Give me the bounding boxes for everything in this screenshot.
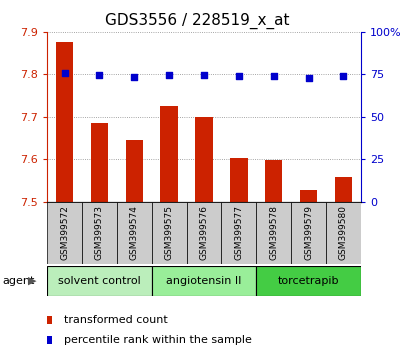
Bar (229, 158, 247, 202)
Text: GSM399577: GSM399577 (234, 205, 243, 260)
Text: GSM399579: GSM399579 (303, 205, 312, 260)
Bar (47, 316, 52, 324)
Text: solvent control: solvent control (58, 275, 140, 286)
Point (61, 71, 68, 76)
Bar (82, 202, 117, 264)
Text: GSM399576: GSM399576 (199, 205, 208, 260)
Bar (325, 202, 360, 264)
Bar (256, 202, 290, 264)
Point (166, 72, 172, 78)
Text: GSM399580: GSM399580 (338, 205, 347, 260)
Point (339, 74, 346, 79)
Bar (160, 106, 178, 202)
Text: GSM399574: GSM399574 (130, 205, 138, 260)
Bar (117, 202, 151, 264)
Bar (221, 202, 256, 264)
Bar (290, 202, 325, 264)
Point (200, 72, 207, 78)
Bar (299, 190, 317, 202)
Bar (125, 140, 143, 202)
Bar (90, 123, 108, 202)
Text: GSM399572: GSM399572 (60, 205, 69, 260)
Point (235, 74, 242, 79)
Point (305, 75, 311, 81)
Bar (151, 202, 186, 264)
Text: GSM399573: GSM399573 (95, 205, 103, 260)
Text: agent: agent (2, 275, 34, 286)
Bar (151, 266, 256, 296)
Text: GDS3556 / 228519_x_at: GDS3556 / 228519_x_at (104, 12, 288, 29)
Bar (47, 202, 82, 264)
Bar (47, 336, 52, 344)
Bar (256, 266, 360, 296)
Bar (186, 202, 221, 264)
Bar (334, 177, 351, 202)
Point (131, 75, 137, 80)
Bar (47, 266, 151, 296)
Text: GSM399575: GSM399575 (164, 205, 173, 260)
Text: transformed count: transformed count (63, 315, 167, 325)
Text: torcetrapib: torcetrapib (277, 275, 339, 286)
Bar (56, 42, 73, 202)
Text: percentile rank within the sample: percentile rank within the sample (63, 335, 251, 345)
Point (96, 72, 103, 78)
Bar (264, 160, 282, 202)
Bar (195, 117, 212, 202)
Text: ▶: ▶ (28, 275, 36, 286)
Point (270, 73, 276, 79)
Text: GSM399578: GSM399578 (269, 205, 277, 260)
Text: angiotensin II: angiotensin II (166, 275, 241, 286)
